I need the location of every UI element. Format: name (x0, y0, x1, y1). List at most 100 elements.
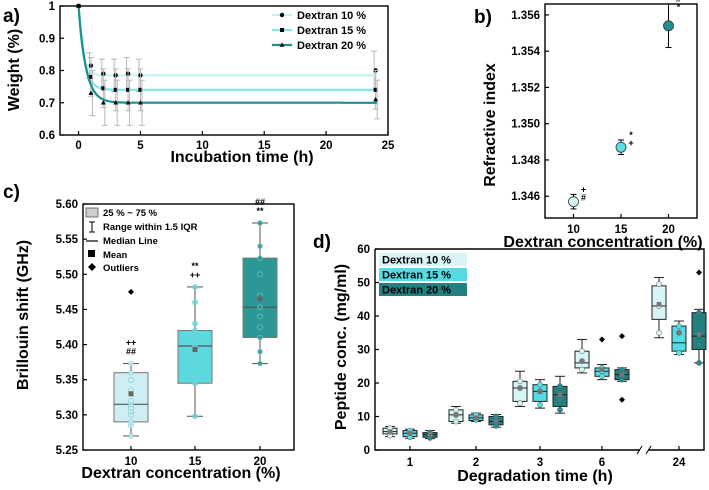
panel-d-data-point (517, 378, 523, 385)
panel-d-mean (473, 415, 479, 421)
panel-d-xtick-label: 6 (599, 457, 605, 469)
panel-d-data-point (696, 341, 702, 348)
panel-b-xtick-label: 10 (567, 224, 580, 236)
panel-d-data-point (599, 373, 605, 380)
panel-c-legend-mean-swatch (88, 250, 95, 257)
panel-d-data-point (517, 400, 523, 406)
panel-c-ytick-label: 5.50 (56, 269, 78, 281)
panel-b-ytick-label: 1.356 (511, 10, 540, 22)
panel-d-data-point (579, 366, 585, 373)
panel-d-data-point (493, 413, 499, 420)
panel-c-data-point (192, 362, 198, 369)
panel-d-data-point (676, 323, 682, 329)
panel-d-data-point (656, 329, 662, 336)
panel-b-ytick-label: 1.350 (511, 119, 540, 131)
panel-d-outlier (619, 396, 625, 403)
panel-c-ytick-label: 5.35 (56, 375, 79, 387)
panel-a-xtick-label: 20 (320, 140, 333, 152)
panel-c-legend-label: Median Line (103, 236, 158, 247)
panel-d-legend-label: Dextran 20 % (382, 285, 451, 297)
panel-a-chart: 0 5 10 15 20 25 0.6 0.7 0.8 0.9 1 Dextran 10 % Dextr… (39, 1, 395, 152)
panel-b-xtick-label: 15 (615, 224, 628, 236)
panel-d-mean (557, 392, 563, 398)
panel-c-ytick-label: 5.60 (56, 199, 78, 211)
panel-b-xlabel: Dextran concentration (%) (503, 234, 702, 251)
panel-a-legend-marker (280, 28, 284, 32)
panel-a-point (126, 87, 131, 92)
panel-c-data-point (192, 320, 198, 327)
panel-b-significance-mark: + (581, 184, 586, 194)
panel-c-xtick-label: 15 (189, 456, 202, 468)
panel-c-legend-outlier-swatch (88, 263, 96, 271)
panel-d-ytick-label: 50 (357, 278, 370, 290)
panel-c-data-point (128, 397, 134, 404)
panel-d-mean (676, 330, 682, 336)
panel-c-label: c) (3, 182, 20, 203)
panel-c-frame (82, 203, 295, 451)
panel-a-xtick-label: 5 (137, 140, 144, 152)
panel-b-ytick-label: 1.354 (511, 46, 540, 58)
panel-c-data-point (257, 313, 263, 320)
panel-d-mean (407, 430, 413, 436)
panel-d-label: d) (313, 232, 331, 253)
panel-a-xtick-label: 0 (75, 140, 81, 152)
panel-d-data-point (619, 366, 625, 373)
panel-d-legend-swatch (379, 283, 467, 296)
panel-c-legend-label: Mean (103, 250, 127, 261)
panel-a-ytick-label: 0.9 (39, 33, 55, 45)
panel-d-mean (493, 418, 499, 424)
panel-a-point (138, 87, 143, 92)
panel-c-data-point (257, 220, 263, 226)
panel-d-data-point (619, 376, 625, 383)
panel-b-label: b) (474, 7, 492, 28)
panel-a-label: a) (3, 6, 20, 27)
panel-d-legend-swatch (379, 253, 467, 266)
panel-d-data-point (537, 401, 543, 408)
panel-c-data-point (128, 360, 134, 367)
panel-c-data-point (257, 271, 263, 278)
panel-a-ytick-label: 0.6 (39, 130, 55, 142)
panel-d-outlier (599, 336, 605, 343)
panel-b-significance-mark: # (676, 0, 681, 4)
panel-c-mean (128, 391, 134, 397)
panel-c-data-point (257, 348, 263, 355)
panel-b-point (663, 20, 674, 32)
panel-c-xlabel: Dextran concentration (%) (81, 465, 280, 482)
panel-b-xtick-label: 20 (662, 224, 675, 236)
panel-c-mean (192, 346, 198, 352)
panel-c-data-point (192, 327, 198, 334)
panel-c-data-point (128, 376, 134, 383)
panel-c-ytick-label: 5.40 (56, 340, 78, 352)
panel-c-significance-mark: ** (191, 261, 199, 271)
panel-d-mean (517, 385, 523, 391)
panel-c-legend-label: 25 % ~ 75 % (103, 208, 158, 219)
panel-c-data-point (128, 419, 134, 425)
panel-a-xtick-label: 25 (382, 140, 395, 152)
panel-c-significance-mark: ## (126, 347, 136, 357)
panel-d-data-point (453, 406, 459, 413)
panel-d-mean (599, 367, 605, 372)
panel-c-legend-label: Range within 1.5 IQR (103, 222, 198, 233)
panel-a-ytick-label: 0.8 (39, 66, 56, 78)
panel-d-box (512, 380, 528, 402)
panel-d-data-point (656, 281, 662, 288)
panel-c-ytick-label: 5.55 (56, 234, 79, 246)
panel-d-ytick-label: 20 (357, 378, 370, 390)
panel-d-ylabel: Peptide conc. (mg/ml) (333, 264, 350, 430)
panel-a-legend-marker (279, 12, 285, 18)
panel-b-significance-mark: * (629, 130, 633, 140)
panel-d-mean (656, 301, 662, 307)
panel-d-ytick-label: 30 (357, 345, 370, 357)
panel-d-mean (387, 429, 393, 434)
panel-b-significance-mark: * (677, 2, 681, 12)
panel-a-point (138, 100, 143, 105)
panel-c-data-point (257, 324, 263, 330)
panel-a-legend-label: Dextran 10 % (297, 10, 366, 22)
panel-a-point (88, 74, 93, 79)
panel-d-xtick-label: 24 (673, 457, 686, 469)
panel-a-legend-marker (279, 42, 285, 47)
panel-d-axis-break-gap (640, 445, 648, 455)
panel-d-axis-break-mark (636, 445, 643, 455)
panel-c-data-point (257, 360, 263, 367)
panel-d-mean (537, 389, 543, 394)
